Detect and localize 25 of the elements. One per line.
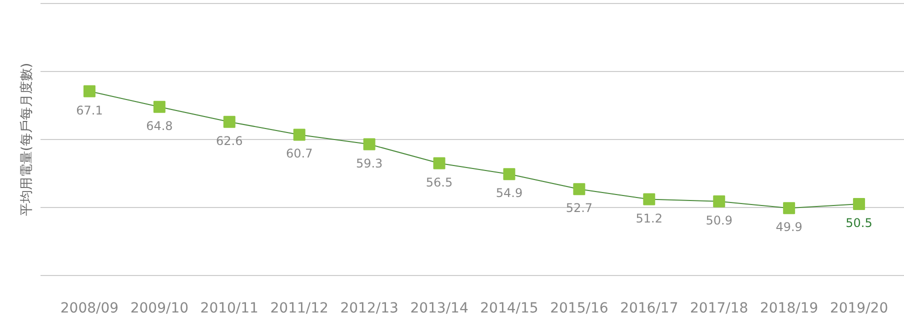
data-label: 51.2 — [636, 211, 663, 226]
data-label: 59.3 — [356, 156, 383, 170]
x-tick-label: 2017/18 — [690, 300, 748, 316]
data-label: 56.5 — [426, 175, 453, 190]
x-tick-label: 2013/14 — [410, 300, 468, 316]
data-label: 54.9 — [496, 186, 523, 200]
x-tick-label: 2019/20 — [830, 300, 888, 316]
x-tick-label: 2011/12 — [270, 300, 328, 316]
data-label: 49.9 — [776, 220, 802, 234]
data-label: 50.9 — [706, 213, 732, 228]
x-tick-label: 2014/15 — [480, 300, 538, 316]
y-axis-title: 平均用電量(每戶每月度數) — [18, 62, 34, 216]
x-tick-label: 2008/09 — [60, 300, 119, 316]
x-tick-label: 2012/13 — [340, 300, 398, 316]
data-label: 50.5 — [846, 216, 872, 230]
data-label: 67.1 — [76, 103, 103, 118]
x-tick-label: 2009/10 — [130, 300, 189, 316]
x-tick-label: 2015/16 — [550, 300, 608, 316]
x-tick-label: 2018/19 — [760, 300, 818, 316]
data-label: 64.8 — [146, 118, 173, 133]
x-tick-label: 2016/17 — [620, 300, 678, 316]
data-label: 52.7 — [566, 201, 593, 216]
data-label: 60.7 — [286, 146, 313, 161]
x-tick-label: 2010/11 — [200, 300, 258, 316]
data-label: 62.6 — [216, 134, 243, 148]
